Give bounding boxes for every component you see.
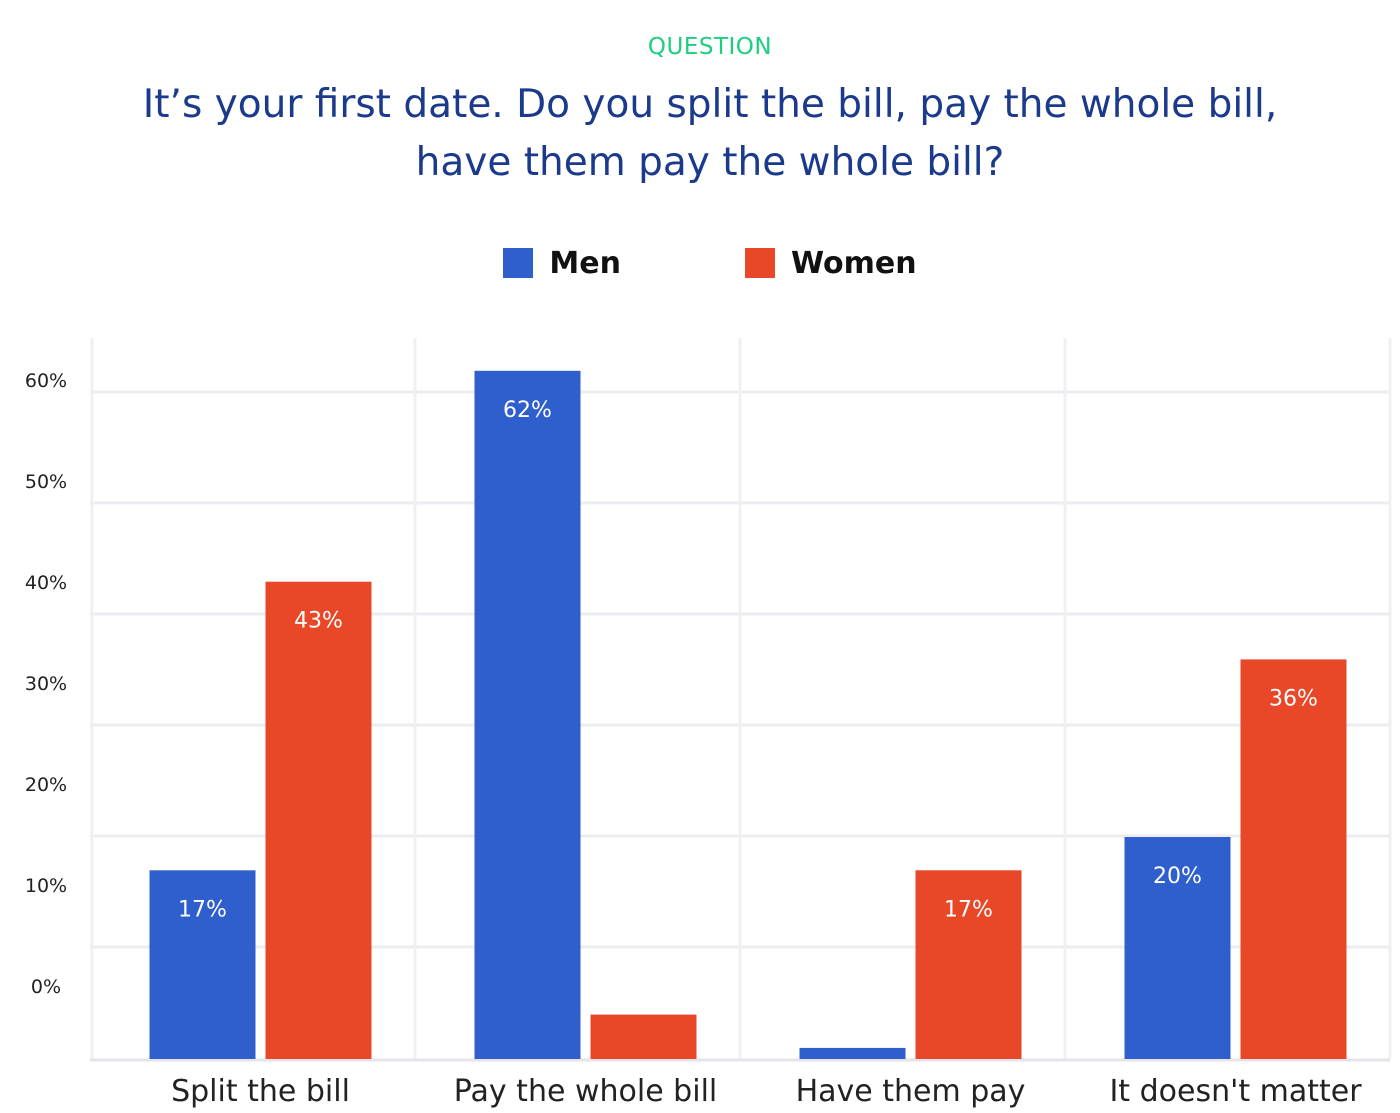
bar-men-3 (799, 1047, 906, 1059)
legend-swatch-men (503, 248, 534, 278)
legend-label-women: Women (790, 245, 917, 281)
question-title: It’s your first date. Do you split the b… (142, 82, 1278, 185)
y-tick-label: 10% (25, 875, 67, 897)
legend-label-men: Men (549, 245, 621, 281)
bar-value-label: 36% (1269, 686, 1318, 711)
bar-women-1 (265, 581, 372, 1059)
bar-men-1 (149, 870, 256, 1059)
bar-women-2 (590, 1014, 697, 1059)
question-eyebrow: QUESTION (647, 34, 773, 60)
bar-men-4 (1124, 837, 1231, 1059)
bar-value-label: 20% (1153, 864, 1202, 889)
bar-women-4 (1240, 659, 1347, 1059)
y-tick-label: 30% (25, 673, 67, 695)
chart-legend: Men Women (0, 240, 1400, 286)
x-category-label: Split the bill (171, 1074, 350, 1109)
y-tick-label: 0% (31, 976, 61, 998)
y-tick-label: 20% (25, 774, 67, 796)
bar-men-2 (474, 370, 581, 1059)
x-category-label: Have them pay (796, 1074, 1026, 1109)
y-tick-label: 50% (25, 471, 67, 493)
x-category-label: It doesn't matter (1109, 1074, 1362, 1109)
bar-value-label: 17% (944, 897, 993, 922)
x-category-label: Pay the whole bill (454, 1074, 717, 1109)
legend-item-women: Women (744, 245, 917, 281)
legend-item-men: Men (503, 246, 621, 281)
legend-swatch-women (744, 248, 775, 278)
bar-value-label: 62% (503, 398, 552, 423)
bar-value-label: 43% (294, 609, 343, 634)
y-tick-label: 40% (25, 572, 67, 594)
bar-value-label: 17% (178, 897, 227, 922)
y-tick-label: 60% (25, 370, 67, 392)
bar-women-3 (915, 870, 1022, 1059)
